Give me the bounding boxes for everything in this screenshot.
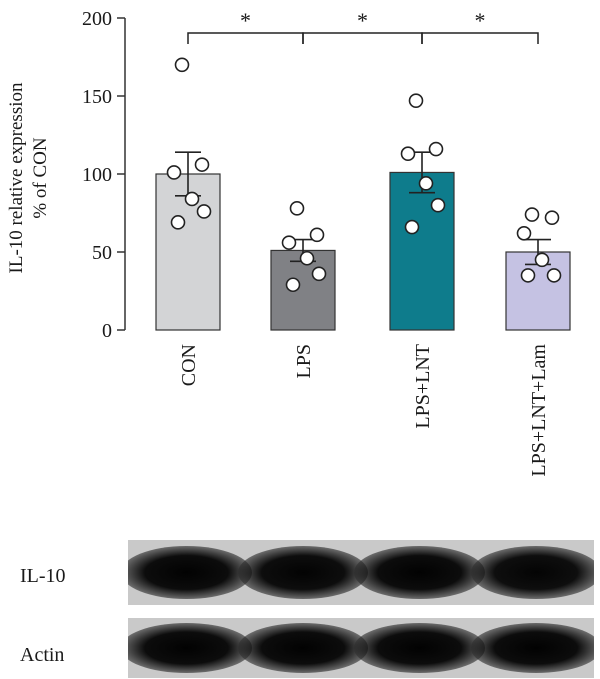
data-point — [516, 225, 532, 241]
data-point — [196, 204, 212, 219]
data-point — [289, 201, 305, 216]
y-axis: 0 50 100 150 200 — [82, 8, 126, 342]
blot-band — [354, 623, 485, 673]
data-point — [404, 219, 420, 235]
data-points — [166, 57, 562, 293]
data-point — [520, 268, 536, 283]
data-point — [546, 268, 562, 283]
data-point — [430, 197, 446, 213]
data-point — [408, 93, 424, 108]
bars — [155, 171, 571, 331]
x-tick-label: LPS — [293, 344, 315, 378]
y-tick-label: 50 — [92, 242, 112, 264]
blot-label-il10: IL-10 — [20, 565, 66, 587]
y-tick-label: 150 — [82, 86, 112, 108]
x-tick-label: LPS+LNT — [412, 344, 434, 429]
blot-band — [237, 545, 368, 600]
blot-strip-il10 — [128, 540, 594, 605]
data-point — [309, 227, 325, 243]
blot-band — [470, 623, 594, 673]
data-point — [534, 252, 550, 268]
significance-brackets: * * * — [187, 8, 539, 44]
blot-band — [354, 545, 485, 600]
significance-label: * — [240, 8, 251, 33]
y-tick-label: 100 — [82, 164, 112, 186]
blot-band — [237, 623, 368, 673]
y-axis-label-line1: IL-10 relative expression — [6, 82, 27, 273]
data-point — [418, 176, 434, 191]
data-point — [524, 207, 540, 222]
blot-band — [128, 545, 252, 600]
significance-bracket — [187, 32, 304, 44]
data-point — [170, 215, 186, 230]
significance-label: * — [475, 8, 486, 33]
y-axis-label-line2: % of CON — [30, 137, 51, 219]
significance-label: * — [357, 8, 368, 33]
x-tick-label: LPS+LNT+Lam — [528, 344, 550, 477]
data-point — [184, 191, 200, 207]
data-point — [166, 165, 182, 180]
blot-strip-actin — [128, 618, 594, 678]
x-axis-labels: CON LPS LPS+LNT LPS+LNT+Lam — [178, 344, 550, 477]
x-tick-label: CON — [178, 344, 200, 386]
significance-bracket — [421, 32, 539, 44]
significance-bracket — [302, 32, 423, 44]
blot-label-actin: Actin — [20, 644, 65, 666]
data-point — [400, 146, 416, 162]
error-bars — [175, 151, 551, 266]
y-tick-label: 0 — [102, 320, 112, 342]
bar-chart: 0 50 100 150 200 * * * CON LPS LPS+LNT LPS+LNT+La… — [6, 8, 571, 477]
bar-LPS+LNT — [389, 171, 455, 331]
data-point — [285, 277, 301, 293]
blot-band — [470, 545, 594, 600]
data-point — [281, 235, 297, 250]
data-point — [174, 57, 190, 73]
y-tick-label: 200 — [82, 8, 112, 30]
data-point — [544, 210, 560, 225]
data-point — [428, 141, 444, 157]
data-point — [299, 250, 315, 266]
data-point — [194, 157, 210, 172]
blot-band — [128, 623, 252, 673]
data-point — [311, 266, 327, 282]
